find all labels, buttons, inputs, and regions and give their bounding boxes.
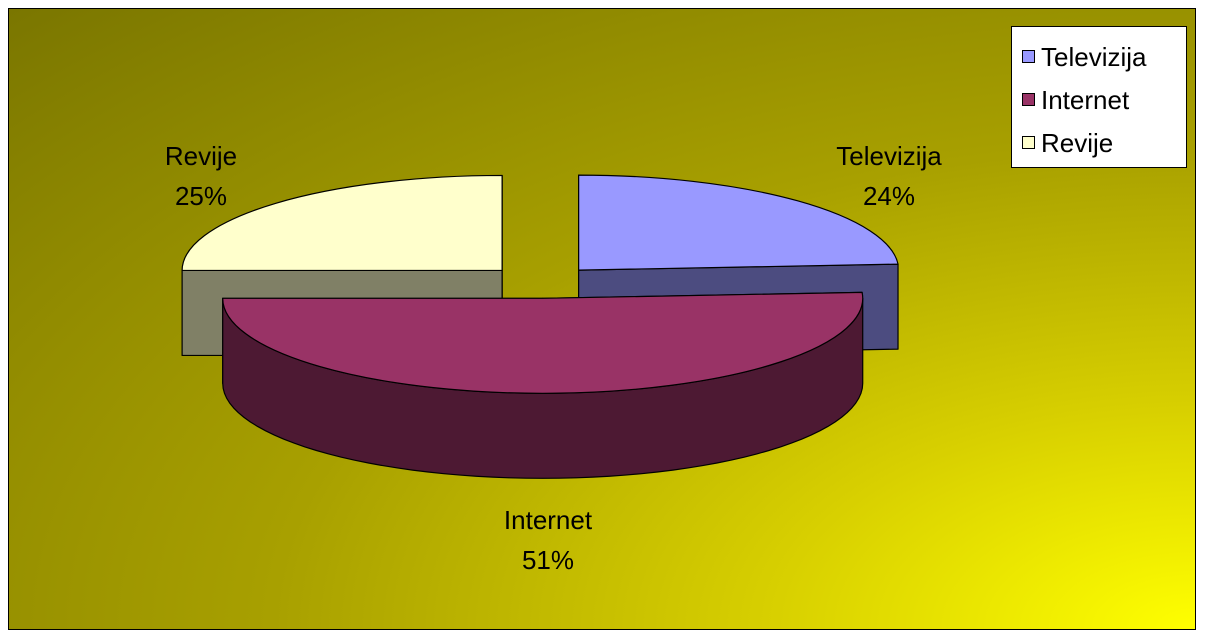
pie-slices xyxy=(181,174,899,479)
data-label-televizija-percent: 24% xyxy=(863,181,915,211)
legend-swatch-revije xyxy=(1022,136,1035,149)
data-label-revije-percent: 25% xyxy=(175,181,227,211)
data-label-internet-percent: 51% xyxy=(522,545,574,575)
chart-area: Televizija 24% Internet 51% Revije 25% T… xyxy=(8,8,1196,630)
pie-chart: Televizija 24% Internet 51% Revije 25% xyxy=(165,141,942,575)
pie-slice-internet xyxy=(222,291,864,394)
legend-label-internet: Internet xyxy=(1041,84,1130,115)
legend-item-televizija: Televizija xyxy=(1022,35,1186,78)
data-label-televizija-name: Televizija xyxy=(836,141,942,171)
pie-slice-revije xyxy=(181,174,503,272)
legend-swatch-televizija xyxy=(1022,50,1035,63)
legend-label-televizija: Televizija xyxy=(1041,41,1147,72)
pie-slice-televizija xyxy=(578,174,899,271)
data-label-internet-name: Internet xyxy=(504,505,593,535)
legend-label-revije: Revije xyxy=(1041,127,1114,158)
data-label-revije-name: Revije xyxy=(165,141,237,171)
legend-item-internet: Internet xyxy=(1022,78,1186,121)
chart-legend: Televizija Internet Revije xyxy=(1011,26,1187,168)
legend-swatch-internet xyxy=(1022,93,1035,106)
legend-item-revije: Revije xyxy=(1022,121,1186,164)
